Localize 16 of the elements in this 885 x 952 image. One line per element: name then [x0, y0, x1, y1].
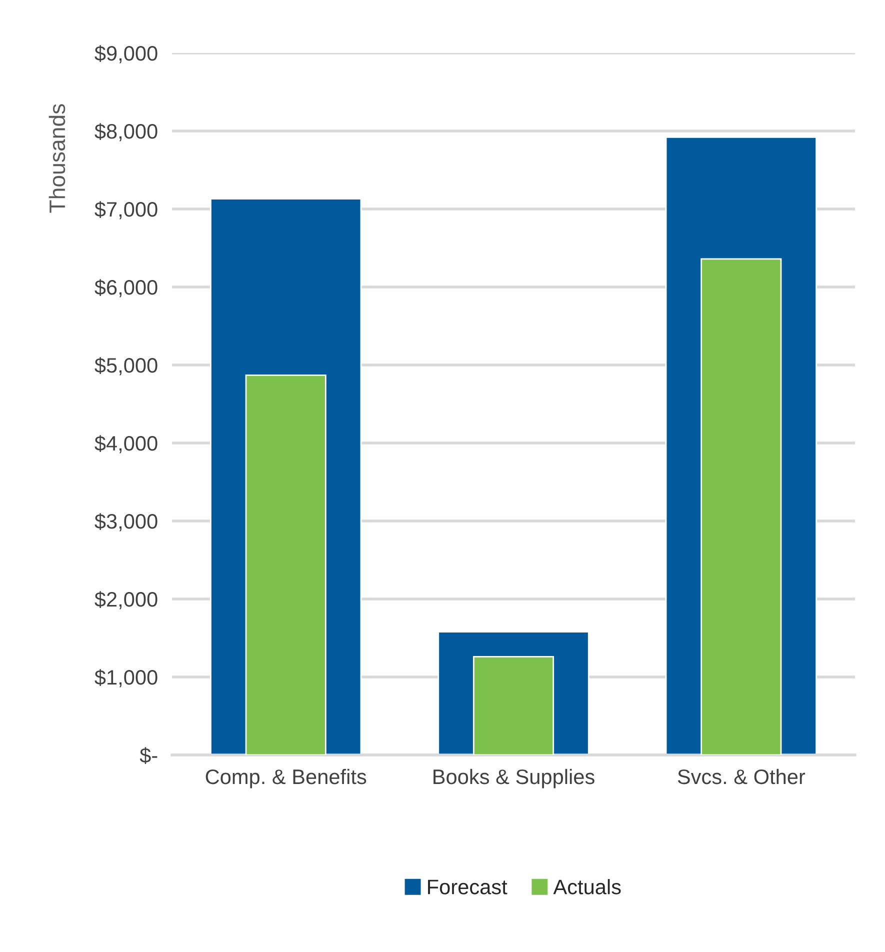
y-tick-label: $-	[140, 747, 158, 764]
y-tick-label: $5,000	[94, 357, 158, 376]
legend-label: Forecast	[428, 880, 508, 894]
y-tick-label: $8,000	[94, 123, 158, 142]
y-tick-label: $2,000	[94, 591, 158, 610]
legend-label: Actuals	[553, 879, 621, 894]
y-tick-label: $6,000	[94, 279, 158, 298]
y-tick-label: $7,000	[94, 201, 158, 220]
x-tick-label: Svcs. & Other	[678, 768, 806, 784]
y-tick-label: $9,000	[94, 45, 158, 64]
y-tick-label: $1,000	[94, 669, 158, 688]
y-tick-label: $3,000	[94, 513, 158, 532]
x-tick-label: Comp. & Benefits	[206, 768, 366, 788]
y-tick-label: $4,000	[94, 435, 158, 454]
x-tick-label: Books & Supplies	[434, 768, 594, 788]
y-axis-title: Thousands	[48, 104, 66, 213]
